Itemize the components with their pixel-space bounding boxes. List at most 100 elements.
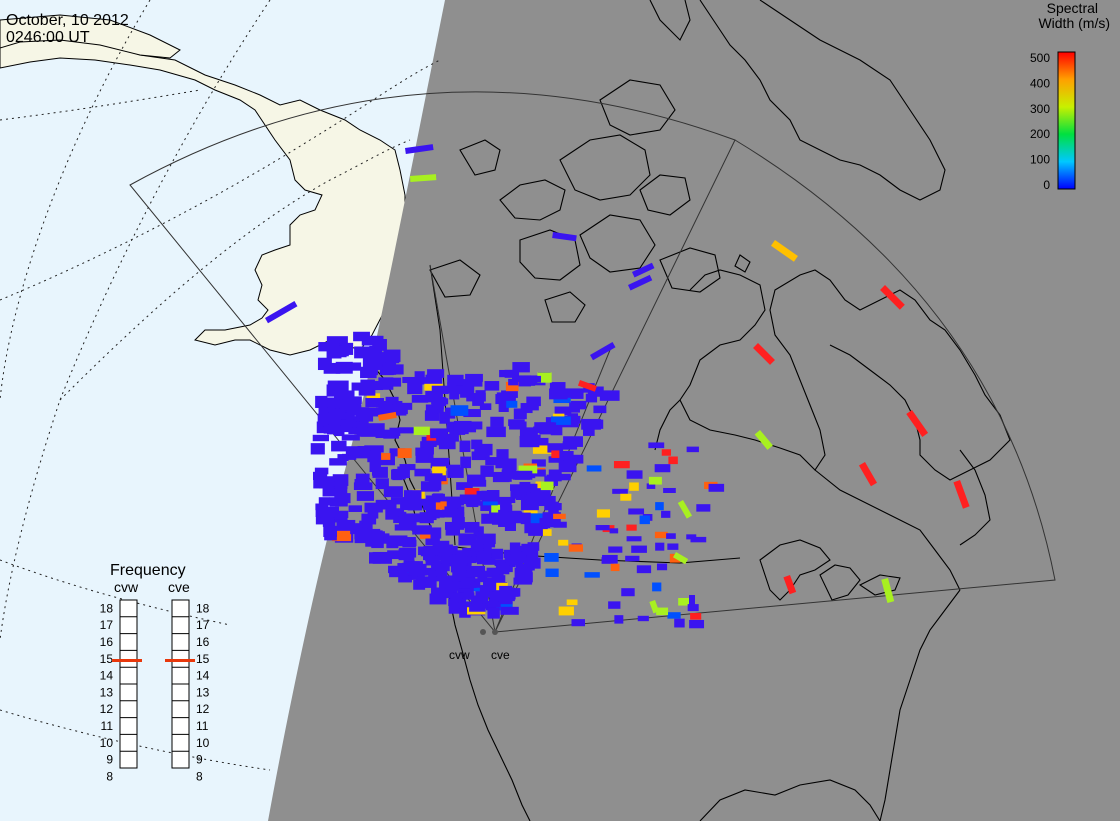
echo-cell	[587, 386, 604, 397]
echo-cell	[601, 557, 614, 564]
echo-cell	[479, 403, 492, 410]
echo-cell	[462, 380, 474, 388]
echo-streak	[404, 144, 434, 154]
colorbar-title-line1: Spectral	[1047, 0, 1098, 16]
echo-cell	[367, 423, 385, 431]
echo-cell	[407, 382, 423, 395]
echo-streak	[753, 343, 775, 365]
frequency-radar-cvw-label: cvw	[114, 579, 139, 595]
echo-cell	[678, 598, 691, 606]
echo-cell	[341, 419, 357, 428]
echo-cell	[358, 388, 376, 396]
echo-streak	[953, 479, 970, 509]
echo-cell	[375, 478, 389, 490]
echo-cell	[471, 599, 483, 612]
echo-cell	[322, 486, 342, 497]
echo-cell	[444, 433, 459, 442]
radar-sites: cvw cve	[449, 629, 510, 662]
echo-streak	[552, 232, 577, 242]
echo-cell	[472, 397, 484, 406]
echo-cell	[345, 446, 360, 456]
frequency-tick-right: 8	[196, 769, 203, 783]
echo-cell	[626, 524, 637, 531]
echo-cell	[378, 404, 393, 416]
echo-cell	[499, 585, 513, 593]
echo-cell	[323, 424, 341, 434]
echo-cell	[312, 434, 329, 442]
echo-cell	[315, 395, 328, 408]
echo-cell	[487, 600, 501, 608]
echo-cell	[500, 501, 512, 508]
echo-cell	[459, 494, 478, 504]
frequency-tick-right: 9	[196, 753, 203, 767]
echo-cell	[314, 467, 329, 475]
echo-cell	[514, 471, 530, 480]
colorbar-title-line2: Width (m/s)	[1038, 15, 1110, 31]
frequency-tick-left: 17	[100, 618, 114, 632]
echo-cell	[487, 607, 500, 619]
echo-cell	[463, 409, 481, 418]
echo-cell	[559, 451, 574, 463]
echo-cell	[452, 570, 467, 582]
echo-cell	[466, 393, 486, 402]
echo-streak	[677, 500, 692, 519]
echo-cell	[646, 483, 656, 489]
echo-cell	[533, 437, 549, 446]
echo-cell	[593, 405, 607, 414]
graticule	[0, 0, 441, 771]
echo-cell	[369, 410, 382, 417]
echo-cell	[447, 467, 464, 478]
echo-cell	[491, 575, 506, 583]
echo-cell	[364, 502, 383, 513]
echo-cell	[526, 396, 541, 407]
echo-cell	[432, 466, 446, 476]
echo-cell	[541, 519, 553, 527]
echo-cell	[558, 539, 569, 546]
echo-cell	[336, 519, 356, 531]
echo-cell	[467, 479, 487, 487]
echo-cell	[696, 504, 711, 512]
echo-cell	[494, 559, 508, 567]
echo-cell	[655, 542, 665, 551]
frequency-tick-left: 15	[100, 652, 114, 666]
frequency-tick-right: 14	[196, 669, 210, 683]
echo-cell	[534, 422, 555, 432]
echo-cell	[348, 505, 363, 512]
echo-cell	[654, 531, 668, 539]
radar-site-cvw-marker	[480, 629, 486, 635]
echo-cell	[524, 375, 541, 383]
echo-cell	[558, 389, 573, 398]
echo-streak	[632, 262, 655, 278]
frequency-tick-left: 12	[100, 702, 114, 716]
echo-cell	[523, 507, 538, 515]
echo-cell	[625, 555, 640, 562]
echo-cell	[369, 552, 381, 564]
map-date: October, 10 2012	[6, 12, 129, 29]
echo-cell	[481, 533, 496, 545]
echo-streak	[628, 274, 653, 291]
echo-cell	[548, 456, 564, 463]
echo-cell	[586, 419, 604, 429]
echo-cell	[315, 516, 335, 525]
frequency-tick-left: 10	[100, 736, 114, 750]
echo-cell	[332, 474, 349, 486]
echo-cell	[401, 402, 413, 410]
echo-cell	[367, 450, 382, 463]
echo-cell	[313, 471, 328, 481]
echo-cell	[334, 424, 353, 433]
echo-cell	[372, 551, 393, 564]
echo-cell	[505, 381, 519, 392]
echo-cell	[450, 564, 471, 573]
echo-cell	[323, 525, 338, 537]
echo-cell	[585, 393, 598, 403]
echo-cell	[690, 613, 702, 620]
echo-cell	[558, 460, 577, 473]
echo-cell	[550, 423, 563, 436]
echo-cell	[428, 478, 442, 491]
echo-cell	[512, 375, 531, 387]
echo-cell	[613, 461, 630, 469]
echo-cell	[504, 369, 520, 378]
echo-cell	[614, 615, 624, 624]
echo-cell	[419, 531, 436, 539]
